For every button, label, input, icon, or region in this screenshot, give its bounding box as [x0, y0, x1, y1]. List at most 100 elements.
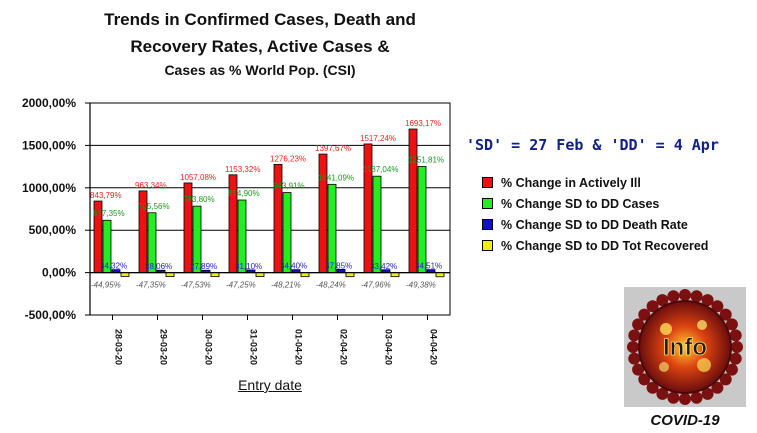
bar — [318, 153, 328, 274]
data-label: -48,24% — [316, 281, 346, 290]
bar — [408, 128, 418, 273]
virus-spike — [719, 373, 732, 386]
legend-swatch — [482, 219, 493, 230]
logo-caption: COVID-19 — [650, 412, 720, 429]
virus-spike — [638, 308, 651, 321]
data-label: 854,90% — [228, 189, 260, 198]
covid-info-logo: Info — [624, 287, 746, 407]
virus-spike — [729, 329, 742, 342]
virus-spike — [729, 352, 742, 365]
data-label: -47,96% — [361, 281, 391, 290]
data-label: 31,10% — [235, 262, 262, 271]
x-tick-label: 03-04-20 — [384, 329, 394, 365]
logo-text: Info — [663, 334, 707, 361]
virus-spike — [725, 363, 738, 376]
virus-spike — [628, 352, 641, 365]
data-label: 1276,23% — [270, 154, 306, 163]
data-label: 1153,32% — [225, 165, 260, 174]
legend-item: % Change SD to DD Death Rate — [482, 214, 708, 235]
virus-spike — [690, 290, 703, 303]
virus-spike — [646, 300, 659, 313]
data-label: 27,89% — [190, 262, 217, 271]
virus-spike — [701, 294, 714, 307]
bar — [165, 272, 175, 278]
data-label: 1137,04% — [363, 165, 398, 174]
bar — [363, 143, 373, 274]
x-tick-label: 30-03-20 — [204, 329, 214, 365]
legend-item: % Change in Actively Ill — [482, 172, 708, 193]
virus-spike — [701, 387, 714, 400]
data-label: 1693,17% — [405, 119, 441, 128]
data-label: -47,25% — [226, 281, 256, 290]
data-label: 37,85% — [325, 261, 352, 270]
virus-spike — [656, 387, 669, 400]
data-label: 705,56% — [138, 202, 170, 211]
data-label: -44,95% — [91, 281, 121, 290]
data-label: -47,53% — [181, 281, 211, 290]
bar — [210, 272, 220, 278]
data-label: 33,42% — [370, 262, 397, 271]
virus-spike — [679, 289, 691, 301]
data-label: 34,40% — [280, 262, 307, 271]
legend-label: % Change SD to DD Tot Recovered — [501, 238, 709, 253]
data-label: 963,34% — [135, 181, 167, 190]
bar — [390, 272, 400, 278]
bar — [345, 272, 355, 278]
bar — [372, 175, 382, 273]
virus-spike — [627, 341, 639, 353]
x-tick-label: 01-04-20 — [294, 329, 304, 365]
chart-title-line-1: Trends in Confirmed Cases, Death and — [104, 10, 416, 29]
virus-spike — [679, 393, 691, 405]
virus-spike — [711, 381, 724, 394]
date-range-note: 'SD' = 27 Feb & 'DD' = 4 Apr — [466, 136, 719, 154]
bar — [255, 272, 265, 278]
virus-spike — [646, 381, 659, 394]
x-tick-label: 29-03-20 — [159, 329, 169, 365]
data-label: 1251,81% — [408, 155, 444, 164]
virus-spike — [725, 318, 738, 331]
virus-spike — [711, 300, 724, 313]
virus-spike — [656, 294, 669, 307]
data-label: 34,51% — [415, 262, 442, 271]
x-tick-label: 31-03-20 — [249, 329, 259, 365]
legend-label: % Change SD to DD Death Rate — [501, 217, 688, 232]
virus-spike — [632, 363, 645, 376]
y-tick-label: 500,00% — [29, 223, 77, 237]
data-label: 1397,67% — [315, 144, 351, 153]
virus-spike — [690, 391, 703, 404]
legend-swatch — [482, 177, 493, 188]
bar — [417, 166, 427, 274]
legend-label: % Change in Actively Ill — [501, 175, 641, 190]
x-tick-label: 28-03-20 — [114, 329, 124, 365]
bar — [327, 183, 337, 273]
y-tick-label: 1000,00% — [22, 181, 76, 195]
x-axis-label: Entry date — [238, 377, 302, 393]
data-label: 1041,09% — [318, 173, 354, 182]
legend-label: % Change SD to DD Cases — [501, 196, 660, 211]
legend: % Change in Actively Ill % Change SD to D… — [482, 172, 708, 256]
y-tick-label: 0,00% — [42, 266, 76, 280]
bar — [300, 272, 310, 278]
legend-item: % Change SD to DD Tot Recovered — [482, 235, 708, 256]
chart-title-line-2: Recovery Rates, Active Cases & — [130, 37, 390, 56]
chart-title-line-3: Cases as % World Pop. (CSI) — [164, 62, 356, 78]
legend-item: % Change SD to DD Cases — [482, 193, 708, 214]
x-tick-label: 04-04-20 — [429, 329, 439, 365]
data-label: 617,35% — [93, 209, 125, 218]
y-tick-label: -500,00% — [25, 308, 77, 322]
data-label: 1517,24% — [360, 134, 396, 143]
x-tick-label: 02-04-20 — [339, 329, 349, 365]
data-label: -48,21% — [271, 281, 301, 290]
data-label: 28,06% — [145, 262, 172, 271]
virus-spike — [667, 290, 680, 303]
virus-spike — [628, 329, 641, 342]
legend-swatch — [482, 198, 493, 209]
data-label: 1057,08% — [180, 173, 216, 182]
virus-spike — [632, 318, 645, 331]
plot-area — [89, 102, 451, 316]
virus-icon: Info — [627, 289, 743, 405]
data-label: 783,80% — [183, 195, 215, 204]
legend-swatch — [482, 240, 493, 251]
data-label: 943,91% — [273, 182, 305, 191]
